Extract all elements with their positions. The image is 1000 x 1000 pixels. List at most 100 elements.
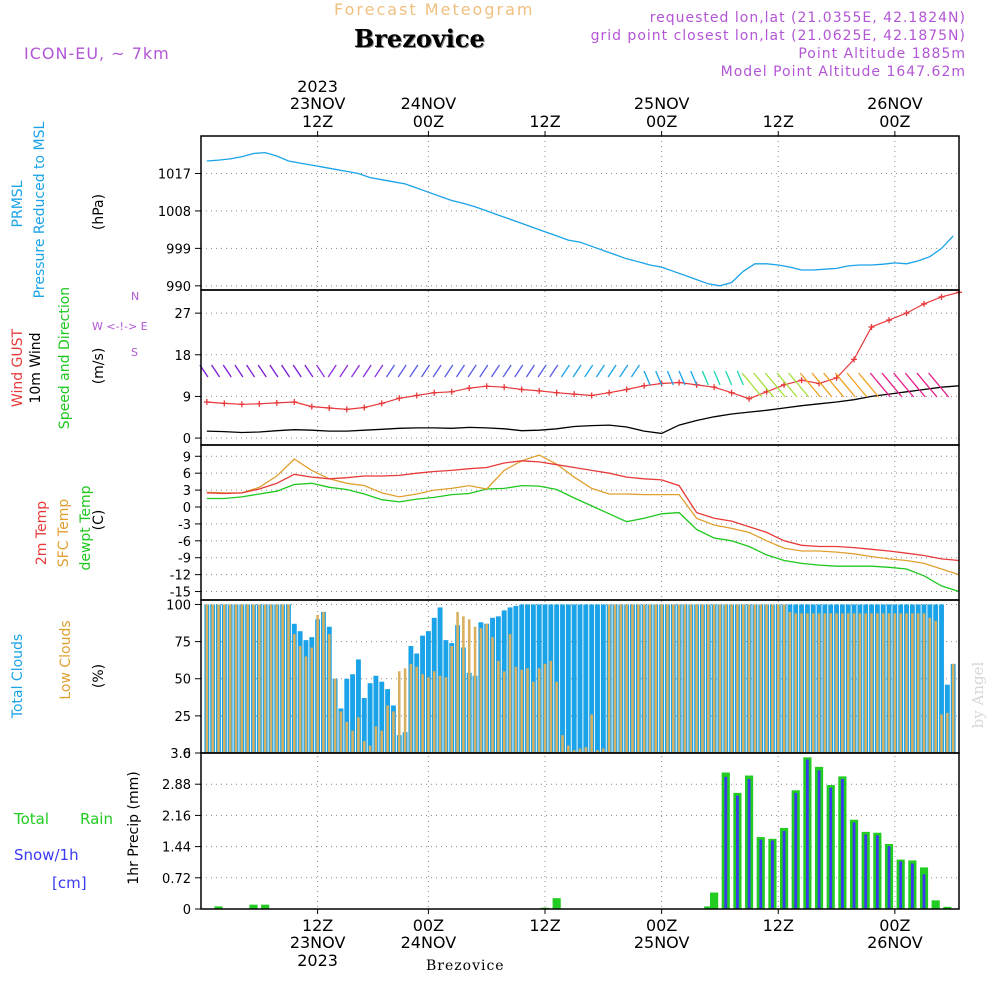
prmsl-panel xyxy=(206,151,954,287)
snow-bar xyxy=(829,787,833,909)
low-cloud-bar xyxy=(951,663,955,753)
low-cloud-bar xyxy=(911,613,914,753)
wind-direction-arrow xyxy=(327,364,337,378)
wind-direction-arrow xyxy=(846,372,868,398)
low-cloud-bar xyxy=(561,735,564,753)
wind-direction-arrow xyxy=(764,372,786,398)
low-cloud-bar xyxy=(619,604,623,753)
y-tick-label: 0 xyxy=(183,501,191,516)
low-cloud-bar xyxy=(864,613,867,753)
info-requested: requested lon,lat (21.0355E, 42.1824N) xyxy=(649,10,966,26)
low-cloud-bar xyxy=(712,604,716,753)
low-cloud-bar xyxy=(829,613,833,753)
total-cloud-bar xyxy=(530,604,536,753)
top-time-label: 00Z xyxy=(879,112,910,131)
snow-bar xyxy=(817,770,821,909)
low-cloud-bar xyxy=(596,750,599,753)
low-cloud-bar xyxy=(811,613,815,753)
low-cloud-bar xyxy=(701,604,704,753)
low-cloud-bar xyxy=(228,604,232,753)
wind-direction-arrow xyxy=(257,364,267,378)
low-cloud-bar xyxy=(741,604,745,753)
wind-direction-arrow xyxy=(666,370,674,386)
snow-bar xyxy=(736,795,739,909)
wind-direction-arrow xyxy=(893,372,915,398)
wind-direction-arrow xyxy=(655,370,663,386)
snow-bar xyxy=(864,834,868,909)
low-cloud-bar xyxy=(263,604,267,753)
low-cloud-bar xyxy=(252,604,255,753)
y-tick-label: 3.6 xyxy=(170,747,191,762)
snow-bar xyxy=(922,874,926,909)
low-cloud-bar xyxy=(514,666,518,753)
total-cloud-bar xyxy=(367,683,373,753)
low-cloud-bar xyxy=(281,604,284,753)
low-cloud-bar xyxy=(293,634,296,753)
low-cloud-bar xyxy=(327,634,331,753)
low-cloud-bar xyxy=(747,604,751,753)
wind-direction-arrow xyxy=(397,364,407,378)
compass-we: W <-!-> E xyxy=(92,320,148,333)
rain-bar xyxy=(214,906,223,909)
wind-direction-arrow xyxy=(409,364,419,378)
low-cloud-bar xyxy=(392,711,395,753)
wind-direction-arrow xyxy=(315,364,326,378)
y-tick-label: 75 xyxy=(174,636,191,651)
y-tick-label: 2.16 xyxy=(162,809,191,824)
rain-bar xyxy=(704,906,713,909)
low-cloud-bar xyxy=(508,634,512,753)
low-cloud-bar xyxy=(555,681,558,753)
low-cloud-bar xyxy=(357,717,360,753)
bottom-time-label: 00Z xyxy=(646,916,677,935)
y-tick-label: 1008 xyxy=(158,205,191,220)
low-cloud-bar xyxy=(881,613,885,753)
temp-panel xyxy=(206,454,960,593)
low-cloud-bar xyxy=(374,726,378,753)
low-cloud-bar xyxy=(922,613,926,753)
y-tick-label: 18 xyxy=(174,349,191,364)
low-cloud-bar xyxy=(835,613,838,753)
total-cloud-bar xyxy=(577,604,583,753)
wind-direction-arrow xyxy=(643,370,651,386)
low-cloud-bar xyxy=(316,614,319,753)
low-cloud-bar xyxy=(456,611,459,753)
low-cloud-bar xyxy=(718,604,722,753)
low-cloud-bar xyxy=(887,613,891,753)
low-cloud-bar xyxy=(397,671,401,753)
low-cloud-bar xyxy=(817,613,821,753)
wind-direction-arrow xyxy=(292,364,302,378)
wind-speed-line xyxy=(206,385,960,435)
wind-direction-arrow xyxy=(904,372,926,398)
low-cloud-bar xyxy=(870,613,873,753)
wind-direction-arrow xyxy=(928,372,950,398)
low-cloud-bar xyxy=(502,671,506,753)
low-cloud-bar xyxy=(590,714,593,753)
low-cloud-bar xyxy=(846,613,850,753)
low-cloud-bar xyxy=(660,604,663,753)
total-cloud-bar xyxy=(350,674,356,753)
top-date-label: 25NOV xyxy=(634,94,690,113)
low-cloud-bar xyxy=(217,604,220,753)
y-tick-label: 25 xyxy=(174,710,191,725)
wind-direction-arrow xyxy=(584,364,594,378)
low-cloud-bar xyxy=(852,613,856,753)
prmsl-line xyxy=(206,151,954,287)
compass-n: N xyxy=(131,290,140,303)
low-cloud-bar xyxy=(893,613,897,753)
info-model-altitude: Model Point Altitude 1647.62m xyxy=(720,64,966,80)
low-cloud-bar xyxy=(928,617,932,753)
total-cloud-bar xyxy=(583,604,589,753)
rain-bar xyxy=(943,906,952,909)
top-time-label: 12Z xyxy=(529,112,560,131)
low-cloud-bar xyxy=(532,681,535,753)
total-cloud-bar xyxy=(355,659,361,753)
low-cloud-bar xyxy=(322,611,325,753)
low-cloud-bar xyxy=(753,604,757,753)
bottom-location: Brezovice xyxy=(426,958,505,974)
y-tick-label: -3 xyxy=(178,518,191,533)
low-cloud-bar xyxy=(736,604,739,753)
wind-direction-arrow xyxy=(420,364,431,378)
total-cloud-bar xyxy=(565,604,571,753)
low-cloud-bar xyxy=(432,671,436,753)
